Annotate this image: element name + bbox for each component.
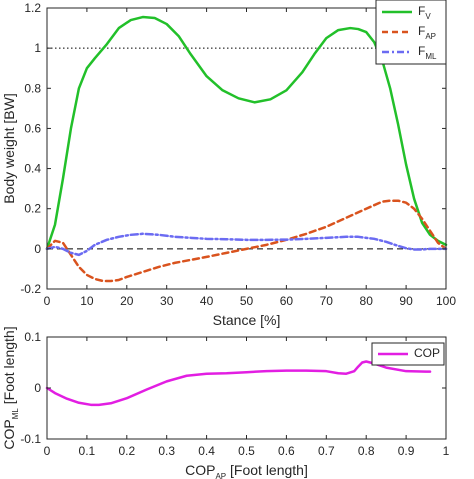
x-axis-label: COPAP [Foot length] (185, 462, 308, 479)
y-tick-label: -0.2 (20, 282, 41, 296)
y-tick-label: 0.2 (24, 202, 41, 216)
x-tick-label: 0.5 (238, 444, 255, 458)
legend-label-cop: COP (414, 346, 440, 360)
y-axis-label: Body weight [BW] (1, 93, 17, 204)
x-tick-label: 0 (44, 444, 51, 458)
x-tick-label: 0.9 (398, 444, 415, 458)
y-axis-label: COPML [Foot length] (1, 326, 20, 449)
legend: FV FAP FML (375, 0, 447, 65)
x-tick-label: 50 (240, 294, 254, 308)
x-tick-label: 20 (120, 294, 134, 308)
x-tick-label: 70 (320, 294, 334, 308)
x-tick-label: 90 (399, 294, 413, 308)
x-tick-label: 100 (436, 294, 456, 308)
x-tick-label: 0.7 (318, 444, 335, 458)
plot-panel-2: 0 0.1 0.2 0.3 0.4 0.5 0.6 0.7 0.8 0.9 1-0.100.1COP… (1, 326, 450, 479)
y-tick-label: 0.4 (24, 162, 41, 176)
y-tick-label: 0 (34, 381, 41, 395)
x-tick-label: 0.1 (79, 444, 96, 458)
y-tick-label: 0.1 (24, 330, 41, 344)
x-tick-label: 0.6 (278, 444, 295, 458)
x-tick-label: 0 (44, 294, 51, 308)
x-tick-label: 0.4 (198, 444, 215, 458)
x-tick-label: 0.2 (118, 444, 135, 458)
y-tick-label: 0.6 (24, 121, 41, 135)
x-tick-label: 30 (160, 294, 174, 308)
x-tick-label: 60 (280, 294, 294, 308)
x-tick-label: 80 (360, 294, 374, 308)
legend: COP (371, 342, 445, 366)
legend-label-f-ap: FAP (418, 24, 436, 41)
legend-label-f-ml: FML (418, 44, 437, 61)
x-axis-label: Stance [%] (213, 312, 281, 328)
y-tick-label: 0 (34, 242, 41, 256)
x-tick-label: 0.8 (358, 444, 375, 458)
series-line-f-ml (45, 232, 448, 257)
legend-label-f-v: FV (418, 4, 431, 21)
y-tick-label: 1.2 (24, 1, 41, 15)
x-tick-label: 0.3 (158, 444, 175, 458)
x-tick-label: 40 (200, 294, 214, 308)
series-line-f-v (45, 15, 448, 251)
x-tick-label: 10 (80, 294, 94, 308)
x-tick-label: 1 (443, 444, 450, 458)
series-line-cop (45, 360, 432, 407)
legend-box (375, 0, 447, 65)
y-tick-label: 0.8 (24, 81, 41, 95)
y-tick-label: 1 (34, 41, 41, 55)
series-line-f-ap (45, 199, 448, 283)
plot-panel-1: 0 10 20 30 40 50 60 70 80 90 100-0.200.20.40.60.81… (1, 0, 456, 328)
y-tick-label: -0.1 (20, 432, 41, 446)
